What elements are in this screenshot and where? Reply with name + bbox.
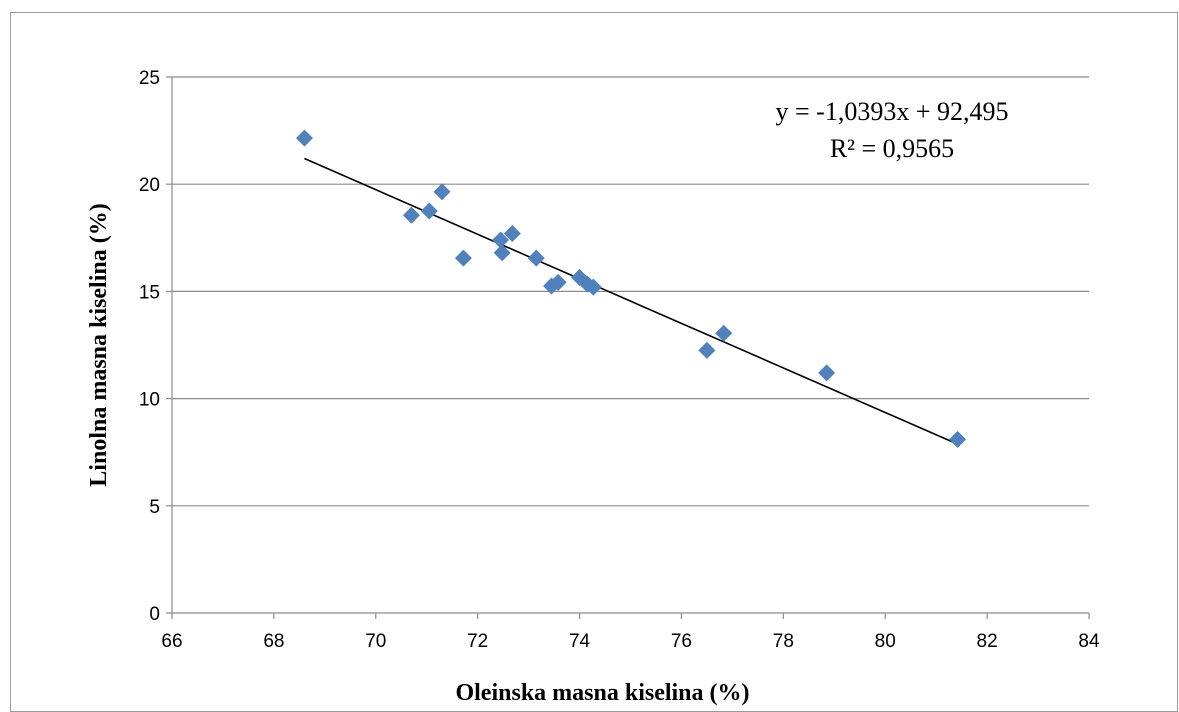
data-point-4 (454, 249, 472, 267)
tick-labels: 0 5 10 15 20 25 66 68 70 72 74 76 78 80 82 84 (139, 68, 1100, 652)
grid-layer (172, 76, 1089, 507)
x-tick-label-66: 66 (161, 631, 182, 652)
data-point-17 (949, 430, 967, 448)
data-point-16 (818, 364, 836, 382)
trendline (304, 157, 958, 445)
y-tick-label-10: 10 (139, 390, 160, 411)
data-point-14 (698, 341, 716, 359)
data-point-6 (493, 244, 511, 262)
x-tick-label-68: 68 (263, 631, 284, 652)
data-point-3 (433, 183, 451, 201)
x-tick-label-80: 80 (875, 631, 896, 652)
y-tick-label-25: 25 (139, 68, 160, 89)
data-point-13 (584, 278, 602, 296)
data-point-8 (527, 249, 545, 267)
data-point-5 (492, 231, 510, 249)
y-tick-label-20: 20 (139, 175, 160, 196)
data-points (295, 129, 967, 448)
y-tick-label-0: 0 (149, 604, 160, 625)
r-squared-label: R² = 0,9565 (830, 134, 954, 163)
axis-layer (166, 76, 1090, 619)
data-point-1 (402, 206, 420, 224)
data-point-7 (503, 225, 521, 243)
data-point-2 (420, 202, 438, 220)
data-point-15 (715, 324, 733, 342)
data-point-0 (295, 129, 313, 147)
x-tick-label-70: 70 (365, 631, 386, 652)
y-axis-title: Linolna masna kiselina (%) (86, 203, 112, 486)
trendline-layer (304, 157, 958, 445)
x-tick-label-78: 78 (773, 631, 794, 652)
x-axis-title: Oleinska masna kiselina (%) (455, 680, 749, 706)
x-tick-label-74: 74 (569, 631, 591, 652)
data-point-10 (549, 273, 567, 291)
x-tick-label-82: 82 (977, 631, 998, 652)
y-tick-label-5: 5 (149, 497, 160, 518)
x-tick-label-84: 84 (1078, 631, 1100, 652)
trendline-equation: y = -1,0393x + 92,495 (776, 97, 1009, 126)
chart-frame (10, 12, 1178, 712)
x-tick-label-76: 76 (671, 631, 692, 652)
y-tick-label-15: 15 (139, 282, 160, 303)
x-tick-label-72: 72 (467, 631, 488, 652)
